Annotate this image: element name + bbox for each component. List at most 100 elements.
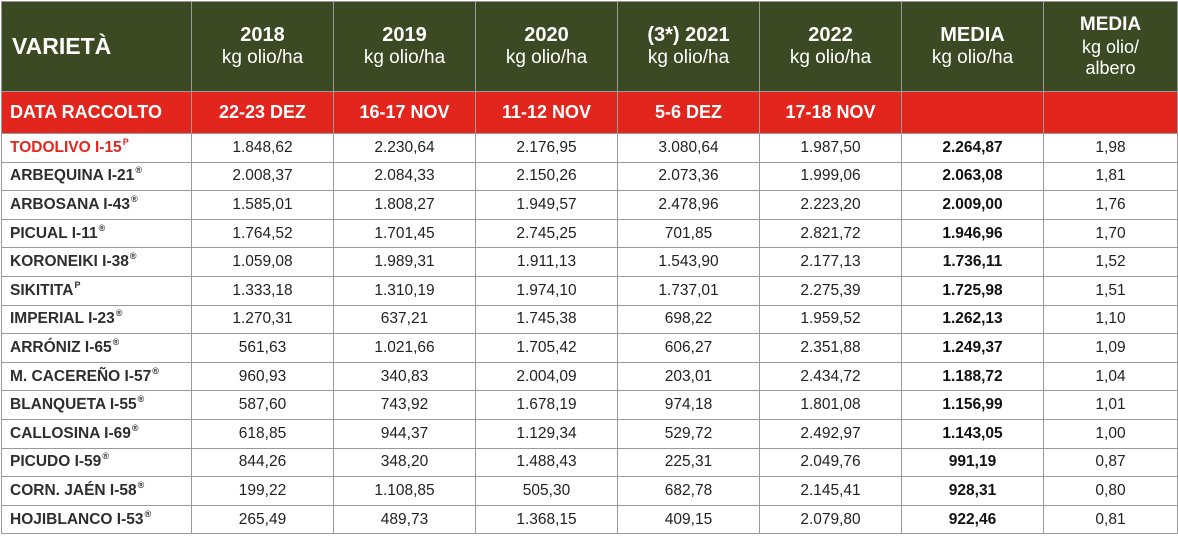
trademark-mark: ® (131, 422, 139, 433)
variety-name: ARBEQUINA I-21 (10, 167, 135, 185)
yield-value-cell: 2.008,37 (191, 161, 334, 192)
mean-ha-cell: 991,19 (901, 447, 1044, 478)
yield-value-cell: 1.848,62 (191, 133, 334, 163)
variety-name-cell: BLANQUETA I-55® (1, 390, 192, 420)
mean-ha-cell: 922,46 (901, 504, 1044, 535)
yield-value-cell: 1.949,57 (475, 190, 618, 220)
header-year-2018: 2018 kg olio/ha (191, 1, 334, 92)
mean-tree-cell: 1,76 (1043, 190, 1178, 220)
header-unit: kg olio/ (1081, 37, 1140, 58)
variety-name-cell: M. CACEREÑO I-57® (1, 361, 192, 392)
table-row: TODOLIVO I-15P 1.848,62 2.230,64 2.176,95 3.… (1, 133, 1178, 163)
yield-value-cell: 1.911,13 (475, 247, 618, 277)
yield-value-cell: 2.275,39 (759, 275, 902, 306)
variety-name-cell: SIKITITAP (1, 275, 192, 306)
variety-name: IMPERIAL I-23 (10, 310, 115, 328)
yield-value-cell: 2.745,25 (475, 218, 618, 249)
yield-value-cell: 2.049,76 (759, 447, 902, 478)
yield-value-cell: 2.434,72 (759, 361, 902, 392)
mean-ha-cell: 928,31 (901, 476, 1044, 506)
variety-name: M. CACEREÑO I-57 (10, 367, 152, 385)
trademark-mark: ® (152, 365, 159, 376)
yield-value-cell: 1.678,19 (475, 390, 618, 420)
mean-tree-cell: 1,09 (1043, 333, 1178, 363)
yield-value-cell: 2.004,09 (475, 361, 618, 392)
yield-value-cell: 1.705,42 (475, 333, 618, 363)
yield-value-cell: 974,18 (617, 390, 760, 420)
variety-name-cell: HOJIBLANCO I-53® (1, 504, 192, 535)
header-year: (3*) 2021 (647, 24, 730, 47)
mean-ha-cell: 1.736,11 (901, 247, 1044, 277)
harvest-date-cell: 11-12 NOV (475, 91, 618, 134)
header-year-2021: (3*) 2021 kg olio/ha (617, 1, 760, 92)
variety-name-cell: TODOLIVO I-15P (1, 133, 192, 163)
header-year: 2018 (240, 24, 285, 47)
yield-value-cell: 1.129,34 (475, 418, 618, 449)
harvest-date-cell (1043, 91, 1178, 134)
table-row: BLANQUETA I-55® 587,60 743,92 1.678,19 974,1… (1, 390, 1178, 420)
table-row: IMPERIAL I-23® 1.270,31 637,21 1.745,38 698,… (1, 304, 1178, 335)
yield-value-cell: 1.764,52 (191, 218, 334, 249)
variety-name: ARBOSANA I-43 (10, 195, 130, 213)
yield-value-cell: 2.223,20 (759, 190, 902, 220)
yield-value-cell: 1.801,08 (759, 390, 902, 420)
yield-value-cell: 1.333,18 (191, 275, 334, 306)
yield-value-cell: 199,22 (191, 476, 334, 506)
mean-ha-cell: 1.156,99 (901, 390, 1044, 420)
table-row: HOJIBLANCO I-53® 265,49 489,73 1.368,15 409,… (1, 504, 1178, 535)
mean-ha-cell: 1.946,96 (901, 218, 1044, 249)
yield-value-cell: 1.737,01 (617, 275, 760, 306)
yield-value-cell: 2.150,26 (475, 161, 618, 192)
header-unit: kg olio/ha (221, 47, 304, 69)
header-year: 2019 (382, 24, 427, 47)
yield-value-cell: 340,83 (333, 361, 476, 392)
header-unit: kg olio/ha (931, 47, 1014, 69)
yield-value-cell: 2.073,36 (617, 161, 760, 192)
yield-value-cell: 2.145,41 (759, 476, 902, 506)
yield-value-cell: 1.959,52 (759, 304, 902, 335)
yield-value-cell: 587,60 (191, 390, 334, 420)
mean-tree-cell: 1,10 (1043, 304, 1178, 335)
mean-tree-cell: 0,80 (1043, 476, 1178, 506)
yield-value-cell: 1.488,43 (475, 447, 618, 478)
harvest-date-cell: 22-23 DEZ (191, 91, 334, 134)
mean-ha-cell: 1.188,72 (901, 361, 1044, 392)
variety-name-cell: ARBOSANA I-43® (1, 190, 192, 220)
header-unit: albero (1085, 57, 1136, 78)
header-unit: kg olio/ha (647, 47, 730, 69)
mean-ha-cell: 1.249,37 (901, 333, 1044, 363)
variety-name-cell: CORN. JAÉN I-58® (1, 476, 192, 506)
yield-value-cell: 2.492,97 (759, 418, 902, 449)
mean-ha-cell: 1.143,05 (901, 418, 1044, 449)
variety-name-cell: PICUDO I-59® (1, 447, 192, 478)
header-variety: VARIETÀ (1, 1, 192, 92)
header-media-title: MEDIA (1079, 14, 1142, 36)
mean-ha-cell: 2.264,87 (901, 133, 1044, 163)
variety-name: BLANQUETA I-55 (10, 396, 137, 414)
yield-value-cell: 2.079,80 (759, 504, 902, 535)
yield-value-cell: 1.701,45 (333, 218, 476, 249)
table-row: SIKITITAP 1.333,18 1.310,19 1.974,10 1.737,0… (1, 275, 1178, 306)
yield-value-cell: 2.177,13 (759, 247, 902, 277)
olive-yield-table: VARIETÀ 2018 kg olio/ha 2019 kg olio/ha 20… (1, 1, 1178, 535)
yield-value-cell: 1.999,06 (759, 161, 902, 192)
mean-tree-cell: 1,98 (1043, 133, 1178, 163)
variety-name-cell: ARRÓNIZ I-65® (1, 333, 192, 363)
yield-value-cell: 944,37 (333, 418, 476, 449)
yield-value-cell: 1.310,19 (333, 275, 476, 306)
yield-value-cell: 1.543,90 (617, 247, 760, 277)
yield-value-cell: 203,01 (617, 361, 760, 392)
header-unit: kg olio/ha (505, 47, 588, 69)
yield-value-cell: 960,93 (191, 361, 334, 392)
header-row: VARIETÀ 2018 kg olio/ha 2019 kg olio/ha 20… (1, 1, 1178, 92)
yield-value-cell: 1.745,38 (475, 304, 618, 335)
yield-value-cell: 561,63 (191, 333, 334, 363)
table-row: ARBEQUINA I-21® 2.008,37 2.084,33 2.150,26 2… (1, 161, 1178, 192)
variety-name-cell: IMPERIAL I-23® (1, 304, 192, 335)
yield-value-cell: 606,27 (617, 333, 760, 363)
table-row: CALLOSINA I-69® 618,85 944,37 1.129,34 529,7… (1, 418, 1178, 449)
mean-tree-cell: 1,52 (1043, 247, 1178, 277)
variety-name: CALLOSINA I-69 (10, 424, 131, 442)
table-row: KORONEIKI I-38® 1.059,08 1.989,31 1.911,13 1… (1, 247, 1178, 277)
table-row: ARRÓNIZ I-65® 561,63 1.021,66 1.705,42 606,2… (1, 333, 1178, 363)
